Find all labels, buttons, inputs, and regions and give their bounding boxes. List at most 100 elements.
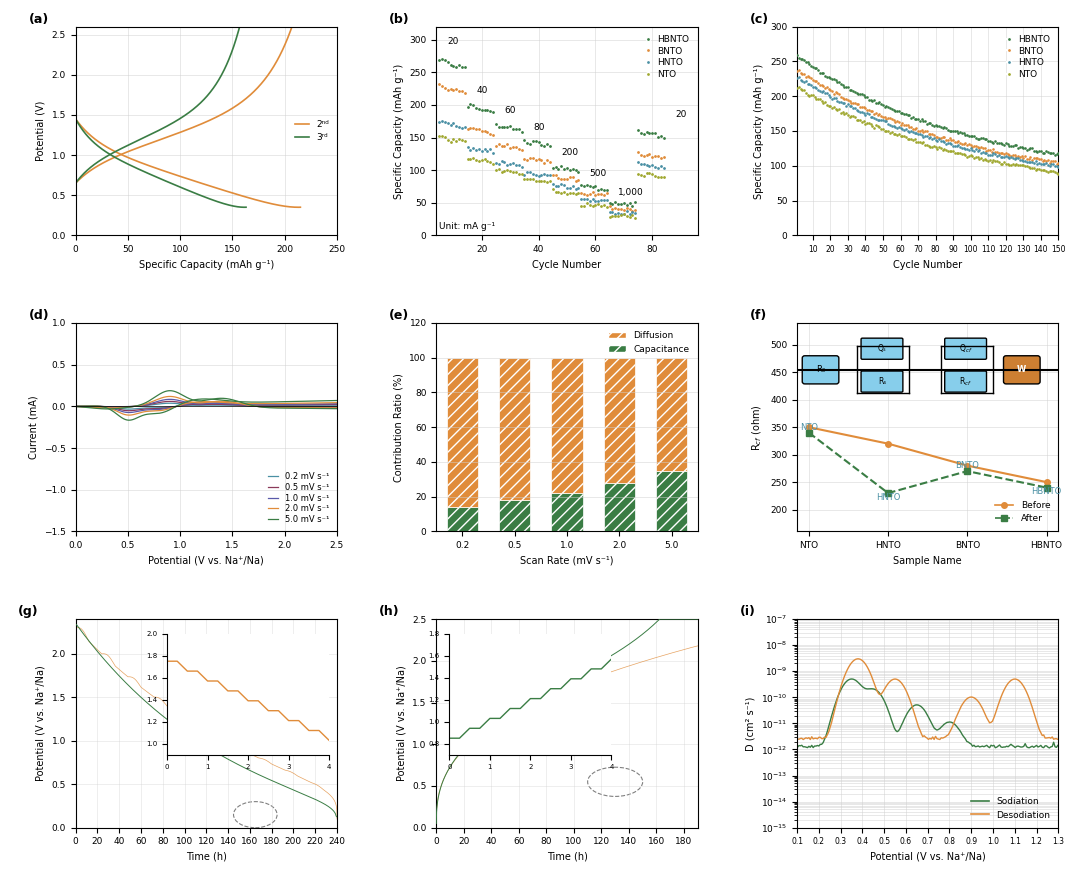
Line: 2.0 mV s⁻¹: 2.0 mV s⁻¹ xyxy=(77,401,337,415)
Point xyxy=(875,110,892,125)
Point xyxy=(946,124,963,138)
Point xyxy=(635,127,652,142)
Point xyxy=(1025,161,1042,175)
Point xyxy=(1001,148,1018,162)
Point xyxy=(816,95,834,109)
Point xyxy=(955,136,972,150)
Point xyxy=(1034,157,1051,171)
Point xyxy=(635,149,652,163)
Point xyxy=(1001,158,1018,172)
Point xyxy=(1010,141,1027,155)
Point xyxy=(487,156,504,170)
Point xyxy=(962,142,980,156)
Point xyxy=(842,109,860,123)
Point xyxy=(889,121,906,135)
Point xyxy=(624,198,642,213)
Point xyxy=(570,186,588,200)
Point xyxy=(621,202,638,216)
Point xyxy=(811,84,828,98)
Legend: HBNTO, BNTO, HNTO, NTO: HBNTO, BNTO, HNTO, NTO xyxy=(643,31,693,83)
Bar xyxy=(604,358,635,482)
Point xyxy=(990,155,1008,169)
Point xyxy=(921,126,939,141)
Point xyxy=(501,157,518,171)
Point xyxy=(576,187,593,201)
Point xyxy=(955,126,972,141)
Point xyxy=(912,124,929,138)
Point xyxy=(788,71,806,85)
Point xyxy=(632,125,649,140)
Point xyxy=(470,122,487,136)
Point xyxy=(492,139,510,153)
Point xyxy=(940,136,957,150)
Point xyxy=(820,99,837,113)
Point xyxy=(555,184,572,198)
Point xyxy=(869,96,887,110)
Point xyxy=(544,182,562,197)
Point xyxy=(973,150,990,165)
Before xyxy=(802,422,815,433)
Point xyxy=(983,155,1000,169)
Point xyxy=(445,59,462,73)
Point xyxy=(1027,163,1044,177)
Point xyxy=(867,118,885,133)
Point xyxy=(890,120,907,134)
Point xyxy=(918,138,935,152)
Point xyxy=(447,83,464,97)
Point xyxy=(442,82,459,96)
Point xyxy=(541,155,558,169)
Point xyxy=(926,118,943,133)
Point xyxy=(621,210,638,224)
Point xyxy=(1044,158,1062,172)
Point xyxy=(853,104,870,118)
Point xyxy=(876,100,893,114)
Point xyxy=(1010,158,1027,173)
Line: 0.2 mV s⁻¹: 0.2 mV s⁻¹ xyxy=(77,405,337,409)
Point xyxy=(921,140,939,154)
Point xyxy=(848,97,865,111)
Point xyxy=(490,157,508,171)
Point xyxy=(870,107,888,121)
Point xyxy=(831,76,848,90)
Text: 20: 20 xyxy=(448,37,459,46)
Point xyxy=(971,143,988,158)
Point xyxy=(878,112,895,126)
Point xyxy=(1008,138,1025,152)
Point xyxy=(1011,140,1028,154)
Point xyxy=(1032,151,1050,166)
Point xyxy=(991,157,1009,171)
Point xyxy=(913,112,930,126)
Point xyxy=(1010,149,1027,163)
Point xyxy=(867,112,885,126)
Point xyxy=(516,168,534,182)
Point xyxy=(883,112,901,126)
Point xyxy=(997,136,1014,150)
0.2 mV s⁻¹ xyxy=(212,400,225,410)
Point xyxy=(792,82,809,96)
Point xyxy=(901,125,918,139)
5.0 mV s⁻¹ xyxy=(212,394,225,405)
Point xyxy=(522,166,539,180)
Point xyxy=(652,159,670,174)
Point xyxy=(496,139,513,153)
Point xyxy=(654,131,672,145)
Point xyxy=(864,119,881,134)
Point xyxy=(618,209,635,223)
0.2 mV s⁻¹ xyxy=(325,400,338,410)
Point xyxy=(968,139,985,153)
Sodiation xyxy=(846,674,859,684)
Point xyxy=(612,202,630,216)
Point xyxy=(572,186,590,200)
0.5 mV s⁻¹ xyxy=(212,399,225,409)
Point xyxy=(1004,150,1022,165)
Point xyxy=(893,129,910,143)
Point xyxy=(997,146,1014,160)
Point xyxy=(861,107,878,121)
Point xyxy=(904,109,921,124)
Point xyxy=(813,78,831,93)
Point xyxy=(889,114,906,128)
Desodiation xyxy=(804,734,816,745)
After xyxy=(961,465,974,476)
Point xyxy=(640,147,658,161)
5.0 mV s⁻¹ xyxy=(285,396,298,407)
